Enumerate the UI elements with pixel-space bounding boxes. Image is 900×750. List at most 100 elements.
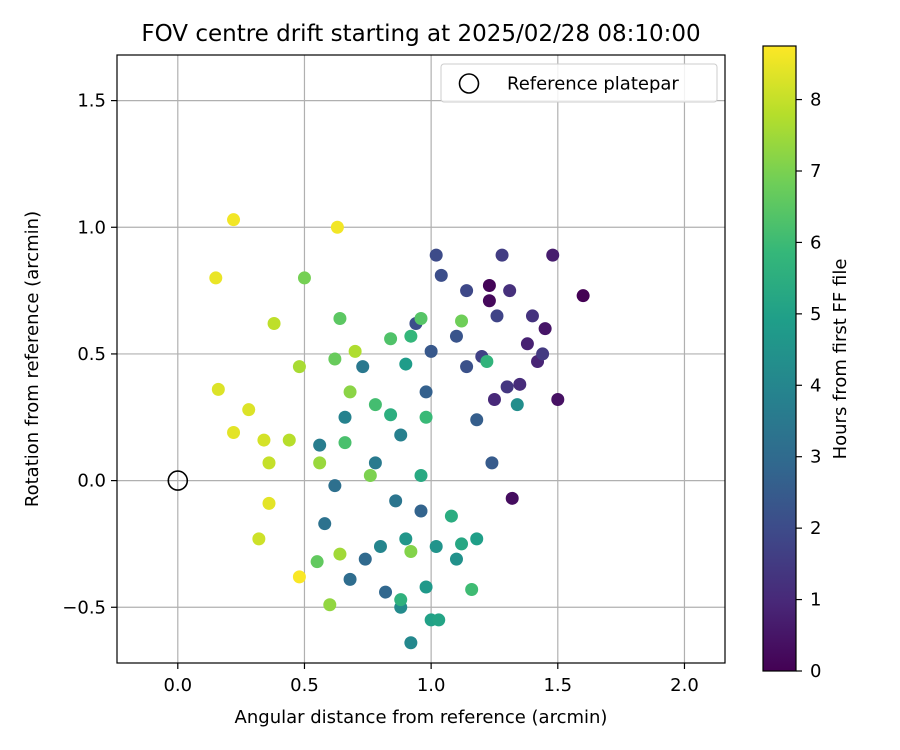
colorbar-tick-label: 6 <box>810 232 821 253</box>
scatter-point <box>470 413 484 427</box>
scatter-point <box>373 539 387 553</box>
scatter-point <box>460 360 474 374</box>
y-tick-label: 0.5 <box>77 344 106 365</box>
scatter-point <box>480 355 494 369</box>
x-tick-label: 1.5 <box>543 675 572 696</box>
scatter-point <box>313 456 327 470</box>
scatter-point <box>432 613 446 627</box>
legend: Reference platepar <box>440 63 718 103</box>
scatter-point <box>389 494 403 508</box>
scatter-point <box>424 344 438 358</box>
scatter-point <box>414 504 428 518</box>
reference-marker-layer <box>167 470 189 491</box>
colorbar-tick-label: 4 <box>810 375 821 396</box>
scatter-point <box>267 317 281 331</box>
scatter-point <box>318 517 332 531</box>
scatter-point <box>330 220 344 234</box>
scatter-point <box>505 491 519 505</box>
scatter-point <box>368 456 382 470</box>
colorbar-gradient <box>762 45 797 672</box>
scatter-point <box>313 438 327 452</box>
scatter-point <box>460 284 474 298</box>
scatter-point <box>348 344 362 358</box>
legend-box <box>440 63 718 103</box>
x-axis-ticks: 0.0 0.5 1.0 1.5 2.0 <box>163 663 699 696</box>
scatter-point <box>394 428 408 442</box>
scatter-point <box>310 555 324 569</box>
scatter-point <box>487 393 501 407</box>
scatter-point <box>429 248 443 262</box>
colorbar: 0 1 2 3 4 5 6 7 8 Hours from first FF file <box>762 45 851 682</box>
legend-reference-marker <box>458 73 480 94</box>
scatter-point <box>356 360 370 374</box>
scatter-point <box>503 284 517 298</box>
x-tick-label: 0.0 <box>163 675 192 696</box>
y-tick-label: −0.5 <box>62 597 106 618</box>
x-tick-label: 0.5 <box>290 675 319 696</box>
scatter-point <box>434 268 448 282</box>
plot-frame <box>116 54 726 664</box>
scatter-point <box>333 547 347 561</box>
scatter-point <box>470 532 484 546</box>
colorbar-tick-label: 3 <box>810 447 821 468</box>
scatter-point <box>444 509 458 523</box>
x-tick-label: 2.0 <box>670 675 699 696</box>
scatter-point <box>282 433 296 447</box>
scatter-point <box>379 585 393 599</box>
scatter-point <box>257 433 271 447</box>
scatter-point <box>414 311 428 325</box>
scatter-point <box>449 329 463 343</box>
scatter-point <box>323 598 337 612</box>
scatter-point <box>419 580 433 594</box>
scatter-point <box>338 410 352 424</box>
colorbar-tick-label: 2 <box>810 518 821 539</box>
y-tick-label: 1.5 <box>77 91 106 112</box>
scatter-point <box>384 332 398 346</box>
scatter-point <box>358 552 372 566</box>
scatter-point <box>455 537 469 551</box>
data-points <box>209 213 590 650</box>
scatter-point <box>333 311 347 325</box>
scatter-point <box>513 377 527 391</box>
scatter-point <box>485 456 499 470</box>
scatter-point <box>490 309 504 323</box>
scatter-point <box>328 352 342 366</box>
scatter-point <box>525 309 539 323</box>
scatter-point <box>211 382 225 396</box>
scatter-point <box>363 469 377 483</box>
scatter-point <box>429 539 443 553</box>
scatter-point <box>576 289 590 303</box>
x-tick-label: 1.0 <box>417 675 446 696</box>
scatter-point <box>343 572 357 586</box>
scatter-point <box>414 469 428 483</box>
colorbar-ticks: 0 1 2 3 4 5 6 7 8 <box>796 90 821 682</box>
colorbar-tick-label: 5 <box>810 304 821 325</box>
scatter-point <box>546 248 560 262</box>
grid-lines <box>117 55 725 663</box>
scatter-point <box>538 322 552 336</box>
scatter-point <box>328 479 342 493</box>
scatter-point <box>297 271 311 285</box>
scatter-point <box>495 248 509 262</box>
colorbar-tick-label: 8 <box>810 90 821 111</box>
scatter-point <box>551 393 565 407</box>
scatter-point <box>510 398 524 412</box>
scatter-point <box>338 436 352 450</box>
scatter-point <box>252 532 266 546</box>
colorbar-tick-label: 0 <box>810 661 821 682</box>
scatter-point <box>482 279 496 293</box>
chart-title: FOV centre drift starting at 2025/02/28 … <box>141 21 700 47</box>
scatter-point <box>292 360 306 374</box>
scatter-point <box>368 398 382 412</box>
scatter-point <box>242 403 256 417</box>
scatter-point <box>384 408 398 422</box>
scatter-point <box>227 213 241 227</box>
y-tick-label: 1.0 <box>77 217 106 238</box>
scatter-point <box>292 570 306 584</box>
scatter-point <box>465 583 479 597</box>
scatter-point <box>399 532 413 546</box>
colorbar-tick-label: 1 <box>810 590 821 611</box>
colorbar-tick-label: 7 <box>810 161 821 182</box>
scatter-point <box>399 357 413 371</box>
